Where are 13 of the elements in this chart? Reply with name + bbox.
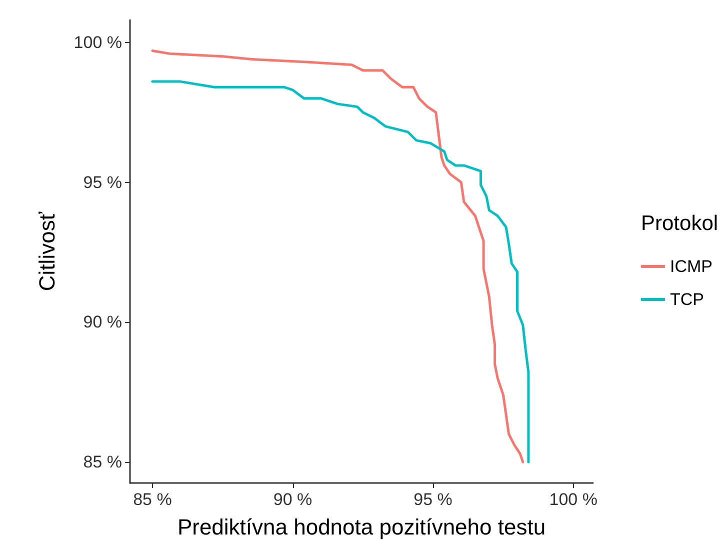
x-tick-label: 95 %	[414, 490, 452, 509]
legend-label: ICMP	[670, 257, 712, 276]
y-tick-label: 85 %	[83, 452, 122, 472]
y-tick-label: 100 %	[74, 32, 122, 52]
y-tick-label: 95 %	[83, 172, 122, 192]
legend-label: TCP	[670, 290, 704, 309]
x-tick-label: 90 %	[273, 490, 312, 509]
y-axis-title: Citlivosť	[34, 211, 60, 292]
x-axis-title: Prediktívna hodnota pozitívneho testu	[177, 514, 546, 540]
legend-title: Protokol	[641, 212, 718, 235]
x-tick-label: 85 %	[133, 490, 172, 509]
x-tick-label: 100 %	[549, 490, 598, 509]
y-tick-label: 90 %	[83, 312, 122, 332]
